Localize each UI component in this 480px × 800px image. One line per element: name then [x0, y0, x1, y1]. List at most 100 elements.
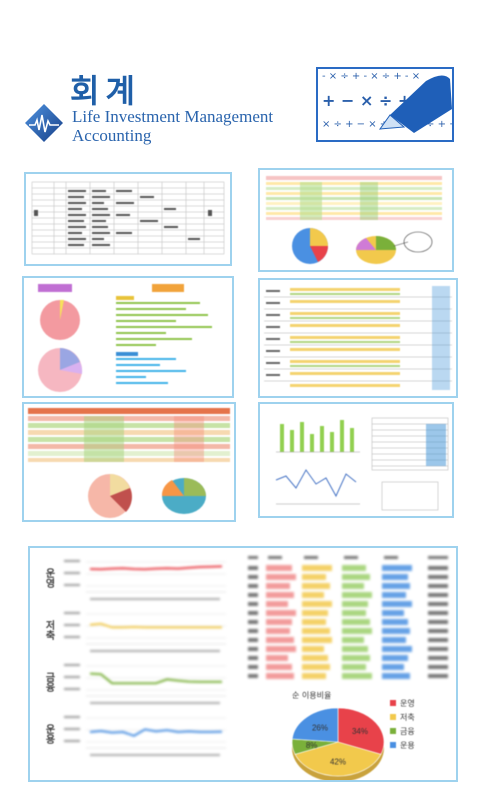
- table-cell-bar: [266, 583, 290, 589]
- table-cell-bar: [342, 628, 372, 634]
- line-series-4: [89, 728, 223, 737]
- table-row-total: [428, 584, 448, 588]
- table-cell-bar: [302, 565, 332, 571]
- table-cell-bar: [342, 673, 372, 679]
- table-cell-bar: [342, 601, 368, 607]
- table-row-label: [248, 647, 258, 651]
- table-row-total: [428, 611, 448, 615]
- table-row-total: [428, 575, 448, 579]
- legend-item-2: 저축: [400, 713, 415, 722]
- screenshot-pies-and-bars: [22, 276, 234, 398]
- pulse-wave-icon: [24, 103, 64, 143]
- table-cell-bar: [382, 601, 412, 607]
- table-cell-bar: [342, 583, 364, 589]
- screenshot-form-sheet: [24, 172, 232, 266]
- table-cell-bar: [342, 610, 366, 616]
- table-cell-bar: [342, 646, 368, 652]
- screenshot-ledger-table: [258, 278, 458, 398]
- table-cell-bar: [342, 574, 370, 580]
- table-cell-bar: [342, 592, 372, 598]
- table-cell-bar: [302, 664, 330, 670]
- math-operators-pen-icon: - × ÷ + - × ÷ + - × + − × ÷ + × ÷ + − × …: [316, 67, 454, 142]
- page-subtitle-line1: Life Investment Management: [72, 107, 274, 126]
- table-cell-bar: [342, 637, 364, 643]
- table-cell-bar: [382, 619, 408, 625]
- table-cell-bar: [342, 655, 370, 661]
- table-cell-bar: [266, 574, 296, 580]
- line-series-2: [89, 622, 222, 629]
- table-row-label: [248, 602, 258, 606]
- table-row-total: [428, 656, 448, 660]
- line-chart-1: [86, 561, 226, 593]
- table-row-total: [428, 647, 448, 651]
- table-cell-bar: [382, 646, 412, 652]
- row-label-4: 운용: [43, 724, 54, 744]
- screenshot-table-with-pies: [258, 168, 454, 272]
- table-cell-bar: [266, 664, 292, 670]
- table-cell-bar: [266, 655, 288, 661]
- table-row-total: [428, 665, 448, 669]
- pie-title: 순 이용비율: [292, 691, 332, 700]
- legend-item-1: 운영: [400, 699, 415, 708]
- dashboard-preview-panel: 운영 저축 금융 운용: [28, 546, 458, 782]
- table-row-total: [428, 602, 448, 606]
- table-cell-bar: [342, 619, 370, 625]
- page-subtitle-line2: Accounting: [72, 126, 152, 145]
- table-cell-bar: [266, 610, 296, 616]
- table-cell-bar: [342, 664, 366, 670]
- table-cell-bar: [302, 592, 324, 598]
- line-chart-2: [86, 613, 226, 645]
- table-cell-bar: [302, 628, 330, 634]
- table-cell-bar: [302, 673, 326, 679]
- table-cell-bar: [266, 673, 294, 679]
- table-cell-bar: [266, 601, 288, 607]
- table-row-label: [248, 611, 258, 615]
- table-row-label: [248, 629, 258, 633]
- page-title-korean: 회계: [70, 72, 141, 110]
- table-row-total: [428, 638, 448, 642]
- pie-label-4: 26%: [312, 724, 328, 733]
- table-row-total: [428, 629, 448, 633]
- table-row-label: [248, 620, 258, 624]
- pie-chart: 34% 42% 8% 26%: [291, 707, 385, 780]
- pie-slice-4: [291, 707, 339, 743]
- table-row-label: [248, 674, 258, 678]
- table-row-total: [428, 566, 448, 570]
- table-cell-bar: [382, 673, 410, 679]
- line-chart-3: [86, 665, 226, 697]
- table-cell-bar: [382, 628, 410, 634]
- table-row-label: [248, 566, 258, 570]
- table-row-label: [248, 584, 258, 588]
- table-cell-bar: [302, 601, 332, 607]
- table-cell-bar: [266, 619, 292, 625]
- table-cell-bar: [266, 646, 296, 652]
- table-row-label: [248, 575, 258, 579]
- line-charts: [64, 560, 226, 756]
- table-cell-bar: [382, 592, 406, 598]
- table-row-total: [428, 620, 448, 624]
- table-cell-bar: [382, 565, 412, 571]
- pie-slice-1: [337, 707, 385, 755]
- table-cell-bar: [302, 655, 328, 661]
- table-cell-bar: [382, 664, 404, 670]
- pie-label-2: 42%: [330, 758, 346, 767]
- pie-slice-2: [294, 741, 382, 777]
- table-cell-bar: [266, 637, 294, 643]
- pie-legend: 운영 저축 금융 운용: [390, 698, 450, 754]
- line-series-1: [89, 565, 223, 571]
- table-row-label: [248, 593, 258, 597]
- table-cell-bar: [302, 637, 332, 643]
- table-row-label: [248, 665, 258, 669]
- legend-item-4: 운용: [400, 741, 415, 750]
- screenshot-bar-line-table: [258, 402, 454, 518]
- table-cell-bar: [382, 610, 404, 616]
- table-cell-bar: [382, 655, 408, 661]
- table-cell-bar: [382, 574, 408, 580]
- table-cell-bar: [266, 592, 294, 598]
- row-label-2: 저축: [43, 620, 54, 640]
- screenshot-colored-table-pies: [22, 402, 236, 522]
- table-cell-bar: [302, 646, 324, 652]
- table-cell-bar: [342, 565, 366, 571]
- row-label-3: 금융: [43, 672, 54, 692]
- table-cell-bar: [382, 637, 406, 643]
